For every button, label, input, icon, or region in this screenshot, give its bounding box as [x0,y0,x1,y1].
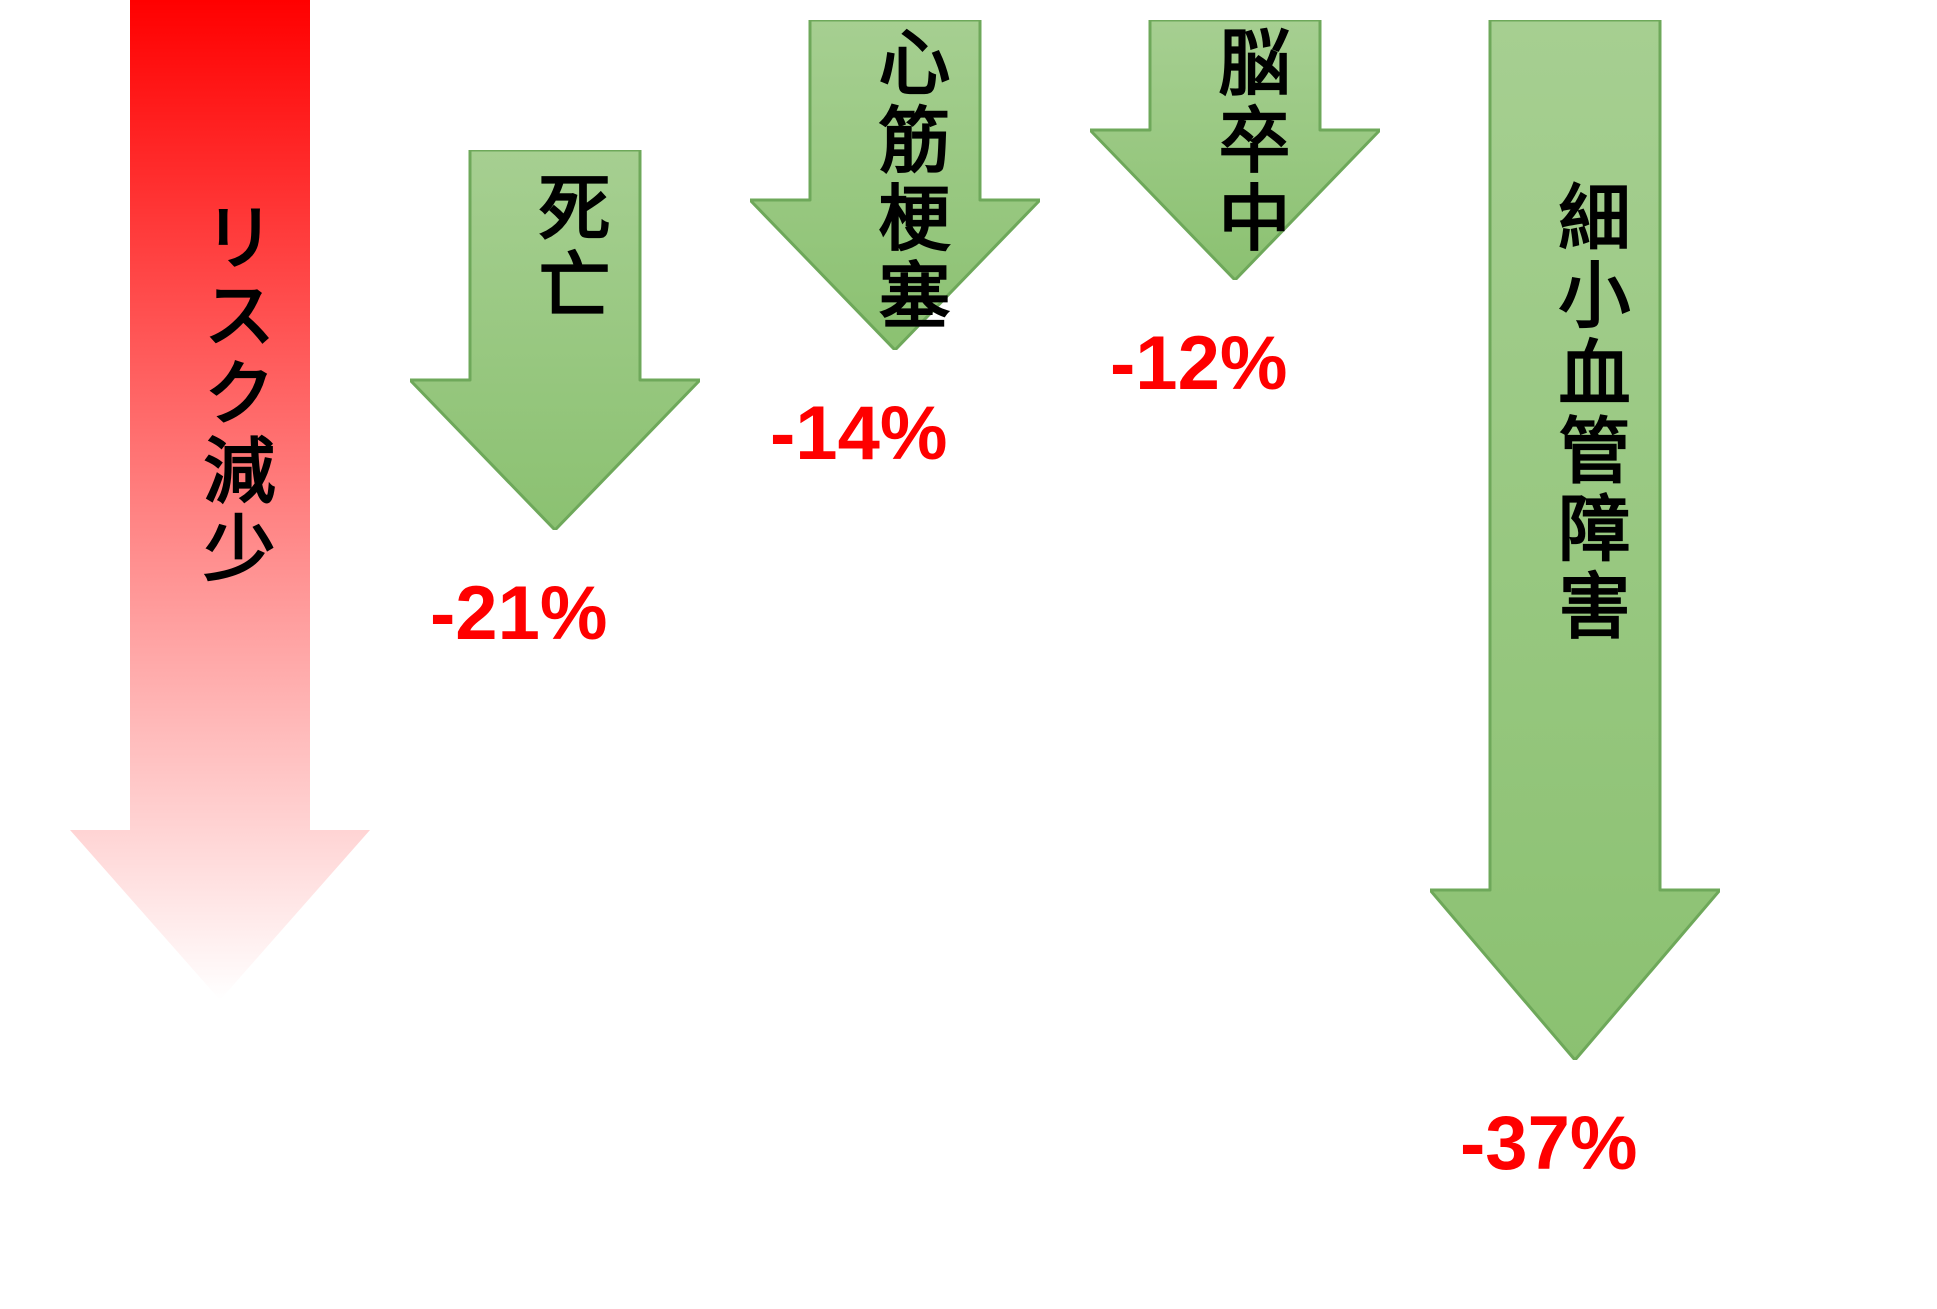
microvascular-percentage: -37% [1460,1100,1637,1187]
microvascular-label: 細小血管障害 [1535,180,1640,647]
stroke-label: 脳卒中 [1195,25,1300,258]
mi-arrow: 心筋梗塞 [750,20,1040,350]
death-label: 死亡 [515,170,620,326]
mi-percentage: -14% [770,390,947,477]
risk-reduction-label: リスク減少 [180,200,285,589]
microvascular-arrow: 細小血管障害 [1430,20,1720,1060]
risk-reduction-arrow: リスク減少 [70,0,370,1000]
death-percentage: -21% [430,570,607,657]
death-arrow: 死亡 [410,150,700,530]
stroke-arrow: 脳卒中 [1090,20,1380,280]
stroke-percentage: -12% [1110,320,1287,407]
mi-label: 心筋梗塞 [855,25,960,336]
